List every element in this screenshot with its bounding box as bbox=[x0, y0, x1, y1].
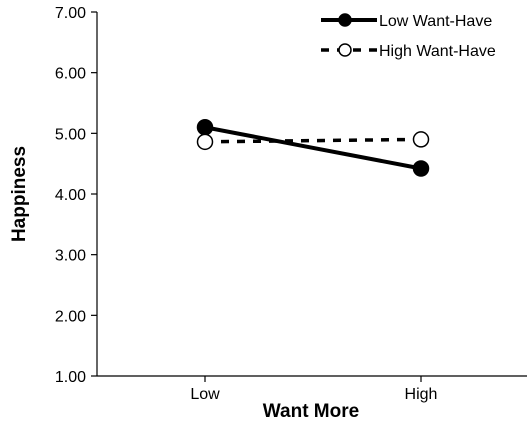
legend: Low Want-Have High Want-Have bbox=[321, 13, 496, 60]
y-tick-label: 6.00 bbox=[55, 66, 86, 83]
data-point bbox=[196, 119, 214, 136]
legend-marker bbox=[338, 13, 352, 27]
series-high-want-have bbox=[196, 131, 430, 151]
y-tick-label: 4.00 bbox=[55, 187, 86, 204]
x-ticks: Low High bbox=[190, 376, 437, 403]
data-point bbox=[412, 131, 430, 148]
legend-label: Low Want-Have bbox=[379, 13, 492, 30]
data-point bbox=[412, 160, 430, 177]
series-line bbox=[204, 137, 422, 144]
x-axis: Low High bbox=[97, 375, 527, 403]
x-tick-label: Low bbox=[190, 386, 220, 403]
y-tick-label: 2.00 bbox=[55, 308, 86, 325]
legend-marker bbox=[338, 43, 352, 57]
legend-item: Low Want-Have bbox=[321, 13, 492, 30]
y-axis: 1.00 2.00 3.00 4.00 5.00 6.00 7.00 bbox=[55, 5, 98, 386]
series-low-want-have bbox=[196, 119, 430, 177]
y-axis-title: Happiness bbox=[9, 146, 30, 242]
x-axis-title: Want More bbox=[263, 401, 359, 422]
y-tick-label: 7.00 bbox=[55, 5, 86, 22]
series-layer bbox=[196, 119, 430, 177]
x-tick-label: High bbox=[405, 386, 438, 403]
y-ticks: 1.00 2.00 3.00 4.00 5.00 6.00 7.00 bbox=[55, 5, 97, 386]
legend-label: High Want-Have bbox=[379, 43, 496, 60]
y-tick-label: 3.00 bbox=[55, 248, 86, 265]
y-tick-label: 5.00 bbox=[55, 126, 86, 143]
legend-item: High Want-Have bbox=[321, 43, 496, 60]
y-tick-label: 1.00 bbox=[55, 369, 86, 386]
series-line bbox=[204, 125, 422, 171]
data-point bbox=[196, 133, 214, 151]
